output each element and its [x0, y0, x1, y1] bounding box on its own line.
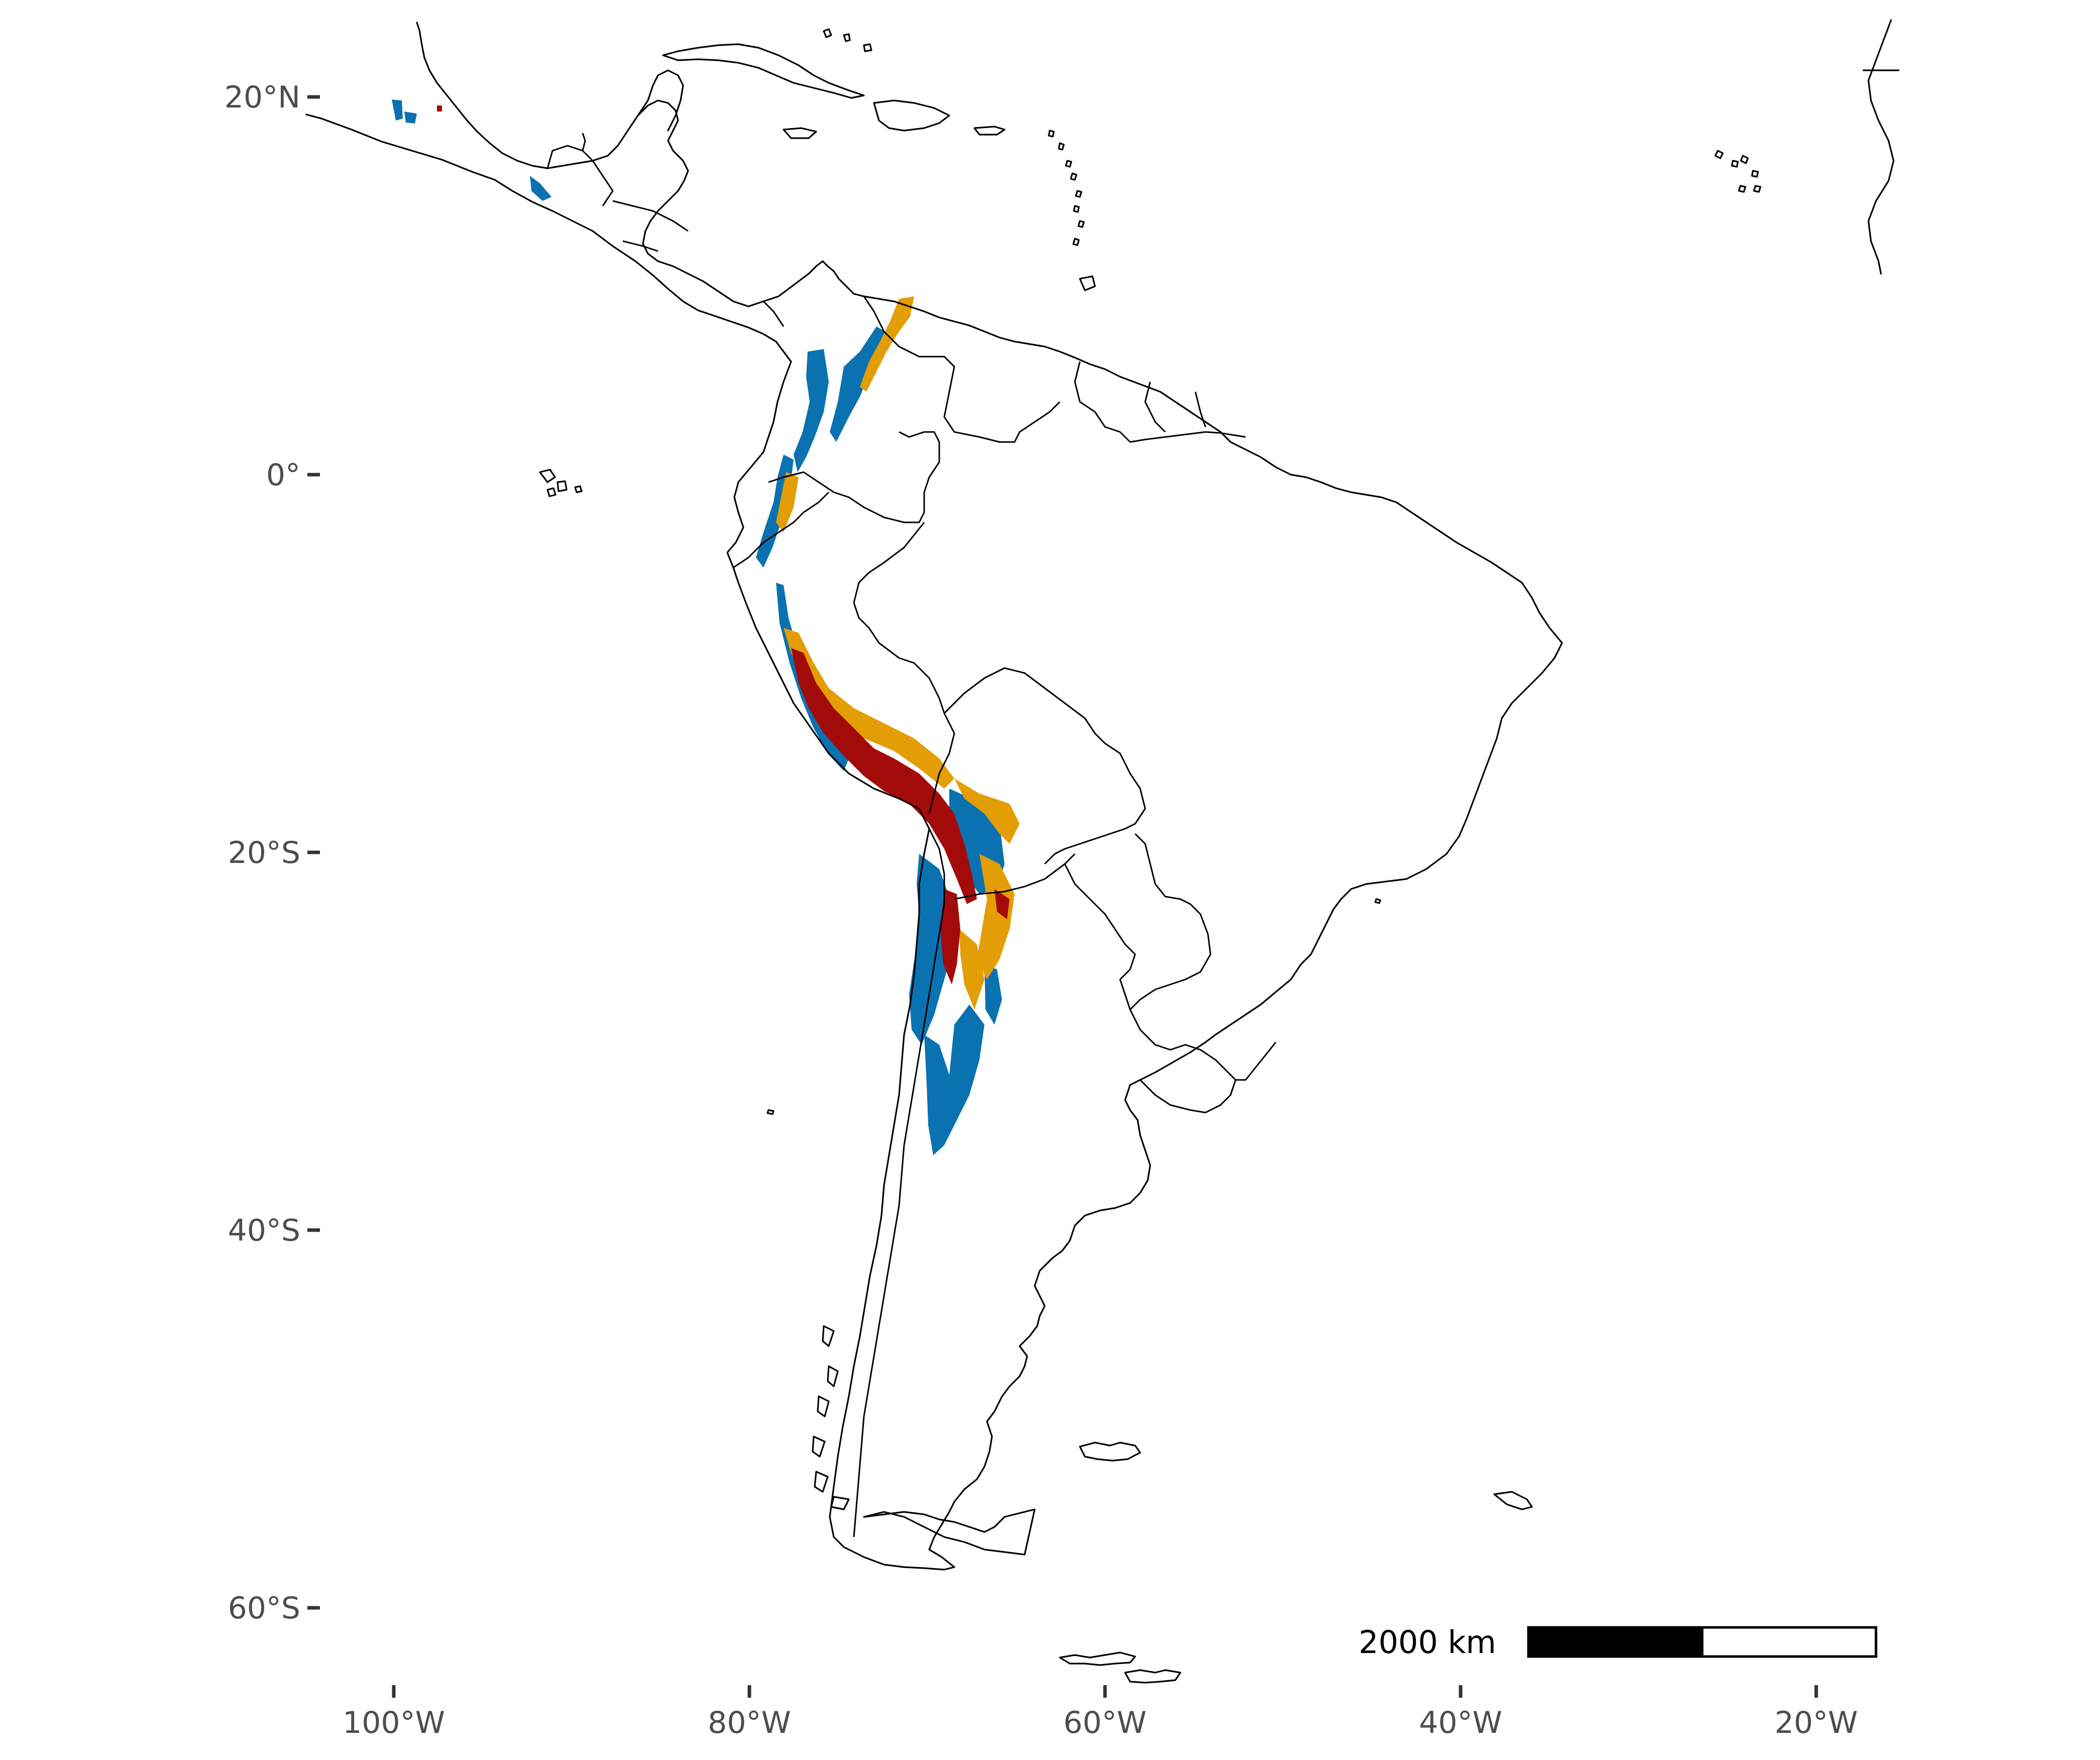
lat-tick-label: 60°S: [228, 1591, 300, 1626]
island-falklands: [1079, 1442, 1141, 1462]
border-guatemala-honduras: [582, 150, 614, 206]
border-paraguay: [1064, 833, 1211, 1011]
range-orange-ecuador: [776, 472, 799, 532]
border-peru-bolivia: [928, 713, 955, 814]
border-panama-colombia: [762, 300, 785, 327]
range-orange-colombia-north: [860, 296, 914, 392]
island-chile-archipelago: [812, 1325, 850, 1510]
range-blue-colombia-east: [794, 349, 829, 472]
border-guianas-brazil: [1130, 431, 1246, 443]
border-suriname-frguiana: [1194, 391, 1206, 427]
island-puertorico: [973, 126, 1006, 136]
border-argentina-uruguay-brazil: [1129, 1009, 1277, 1081]
range-red-mexico-dot: [437, 105, 442, 112]
island-lesser-antilles: [1048, 130, 1085, 246]
coastline-americas: [305, 22, 1563, 1571]
range-red-peru: [791, 648, 977, 904]
coastline-africa: [1862, 19, 1900, 275]
lon-tick-label: 80°W: [708, 1705, 791, 1740]
islands: [539, 19, 1900, 1684]
range-blue: [392, 99, 1005, 1155]
range-orange: [776, 296, 1020, 1010]
island-tierra-del-fuego: [863, 1508, 1036, 1556]
border-colombia-ecuador-peru: [768, 431, 940, 523]
border-venezuela-guyana: [1074, 361, 1131, 443]
range-orange-peru: [784, 628, 954, 789]
border-ecuador-peru: [733, 491, 830, 569]
island-galapagos: [539, 469, 583, 497]
island-jamaica: [783, 127, 817, 139]
scale-bar-label: 2000 km: [1359, 1624, 1496, 1661]
lat-tick-label: 20°N: [225, 80, 300, 115]
lon-tick-label: 20°W: [1775, 1705, 1858, 1740]
range-red: [437, 105, 1010, 984]
island-socorro: [766, 1109, 775, 1115]
island-south-georgia: [1493, 1491, 1533, 1510]
longitude-axis: 100°W 80°W 60°W 40°W 20°W: [343, 1685, 1858, 1740]
lon-tick-label: 60°W: [1063, 1705, 1147, 1740]
border-bolivia-brazil: [943, 667, 1146, 865]
scale-bar-filled-segment: [1528, 1627, 1702, 1657]
range-blue-colombia-central: [830, 326, 885, 442]
island-fernando: [1374, 898, 1381, 904]
border-guyana-suriname: [1144, 381, 1166, 433]
range-orange-bolivia-south: [977, 854, 1015, 979]
island-south-shetland: [1059, 1652, 1181, 1684]
range-orange-argentina: [959, 929, 984, 1010]
range-blue-argentina-south: [984, 964, 1002, 1025]
lon-tick-label: 100°W: [343, 1705, 445, 1740]
range-blue-mexico: [392, 99, 551, 201]
island-cape-verde: [1714, 150, 1761, 193]
lat-tick-label: 0°: [266, 458, 300, 493]
lon-tick-label: 40°W: [1419, 1705, 1502, 1740]
range-red-bolivia-chile: [940, 889, 960, 984]
island-bahamas-a: [823, 28, 872, 52]
scale-bar-empty-segment: [1701, 1626, 1877, 1658]
coastline-yucatan: [637, 69, 684, 132]
range-red-argentina: [994, 889, 1010, 919]
lat-tick-label: 20°S: [228, 835, 300, 870]
island-hispaniola: [873, 99, 950, 132]
scale-bar: 2000 km: [1359, 1624, 1877, 1661]
island-trinidad: [1079, 275, 1096, 291]
border-uruguay: [1139, 1079, 1237, 1114]
border-colombia-venezuela: [863, 296, 1061, 443]
border-chile-bolivia-argentina: [853, 828, 945, 1537]
species-range-layers: [392, 99, 1020, 1155]
border-peru-brazil: [853, 522, 945, 714]
island-cuba: [662, 43, 865, 99]
latitude-axis: 20°N 0° 20°S 40°S 60°S: [225, 80, 320, 1626]
country-outlines: [305, 22, 1563, 1571]
lat-tick-label: 40°S: [228, 1213, 300, 1248]
border-mexico-guatemala: [546, 133, 586, 169]
border-honduras-nicaragua: [612, 200, 689, 232]
scale-bar-frame: [1527, 1626, 1877, 1658]
range-blue-central-chile: [924, 1005, 984, 1155]
border-nicaragua-costarica: [622, 240, 658, 252]
range-orange-bolivia: [954, 779, 1020, 844]
